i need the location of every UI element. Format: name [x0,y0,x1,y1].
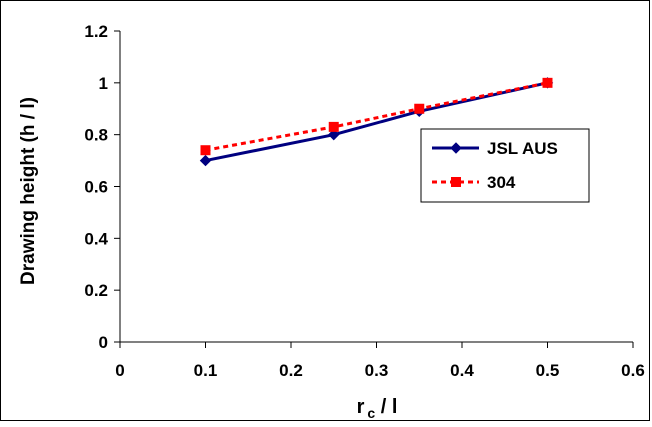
y-tick-label: 0.8 [84,126,108,145]
x-tick-label: 0.2 [279,361,303,380]
data-point-square [328,121,339,132]
x-tick-label: 0.1 [194,361,218,380]
y-tick-label: 0.2 [84,281,108,300]
x-axis-title-subscript: c [367,405,375,421]
series-1 [200,77,553,156]
x-axis-title-main: r [357,396,365,418]
data-point-square [414,103,425,114]
data-point-diamond [328,128,340,141]
y-tick-label: 0 [99,333,108,352]
y-axis-title: Drawing height (h / l) [18,97,39,285]
series-line [205,81,548,152]
legend-box [420,128,590,203]
y-tick-label: 0.6 [84,178,108,197]
data-point-diamond [199,154,212,167]
axes: 0 0.2 0.4 0.6 0.8 1 1.2 0 0.1 0.2 0.3 0.4 0.5 0.6 [84,22,644,380]
x-tick-label: 0.4 [450,361,474,380]
legend-label: 304 [487,173,516,192]
data-point-square [200,145,211,156]
y-tick-label: 0.4 [84,229,108,248]
data-point-square [451,177,461,187]
x-tick-label: 0.6 [621,361,645,380]
legend: JSL AUS 304 [420,128,590,203]
y-tick-label: 1 [99,74,108,93]
x-tick-label: 0.5 [536,361,560,380]
data-point-diamond [450,142,462,154]
legend-label: JSL AUS [487,139,558,158]
y-tick-label: 1.2 [84,22,108,41]
x-tick-label: 0 [115,361,124,380]
x-axis-title-suffix: / l [375,396,397,418]
data-point-square [542,77,553,88]
series-layer [199,77,554,167]
x-tick-label: 0.3 [365,361,389,380]
